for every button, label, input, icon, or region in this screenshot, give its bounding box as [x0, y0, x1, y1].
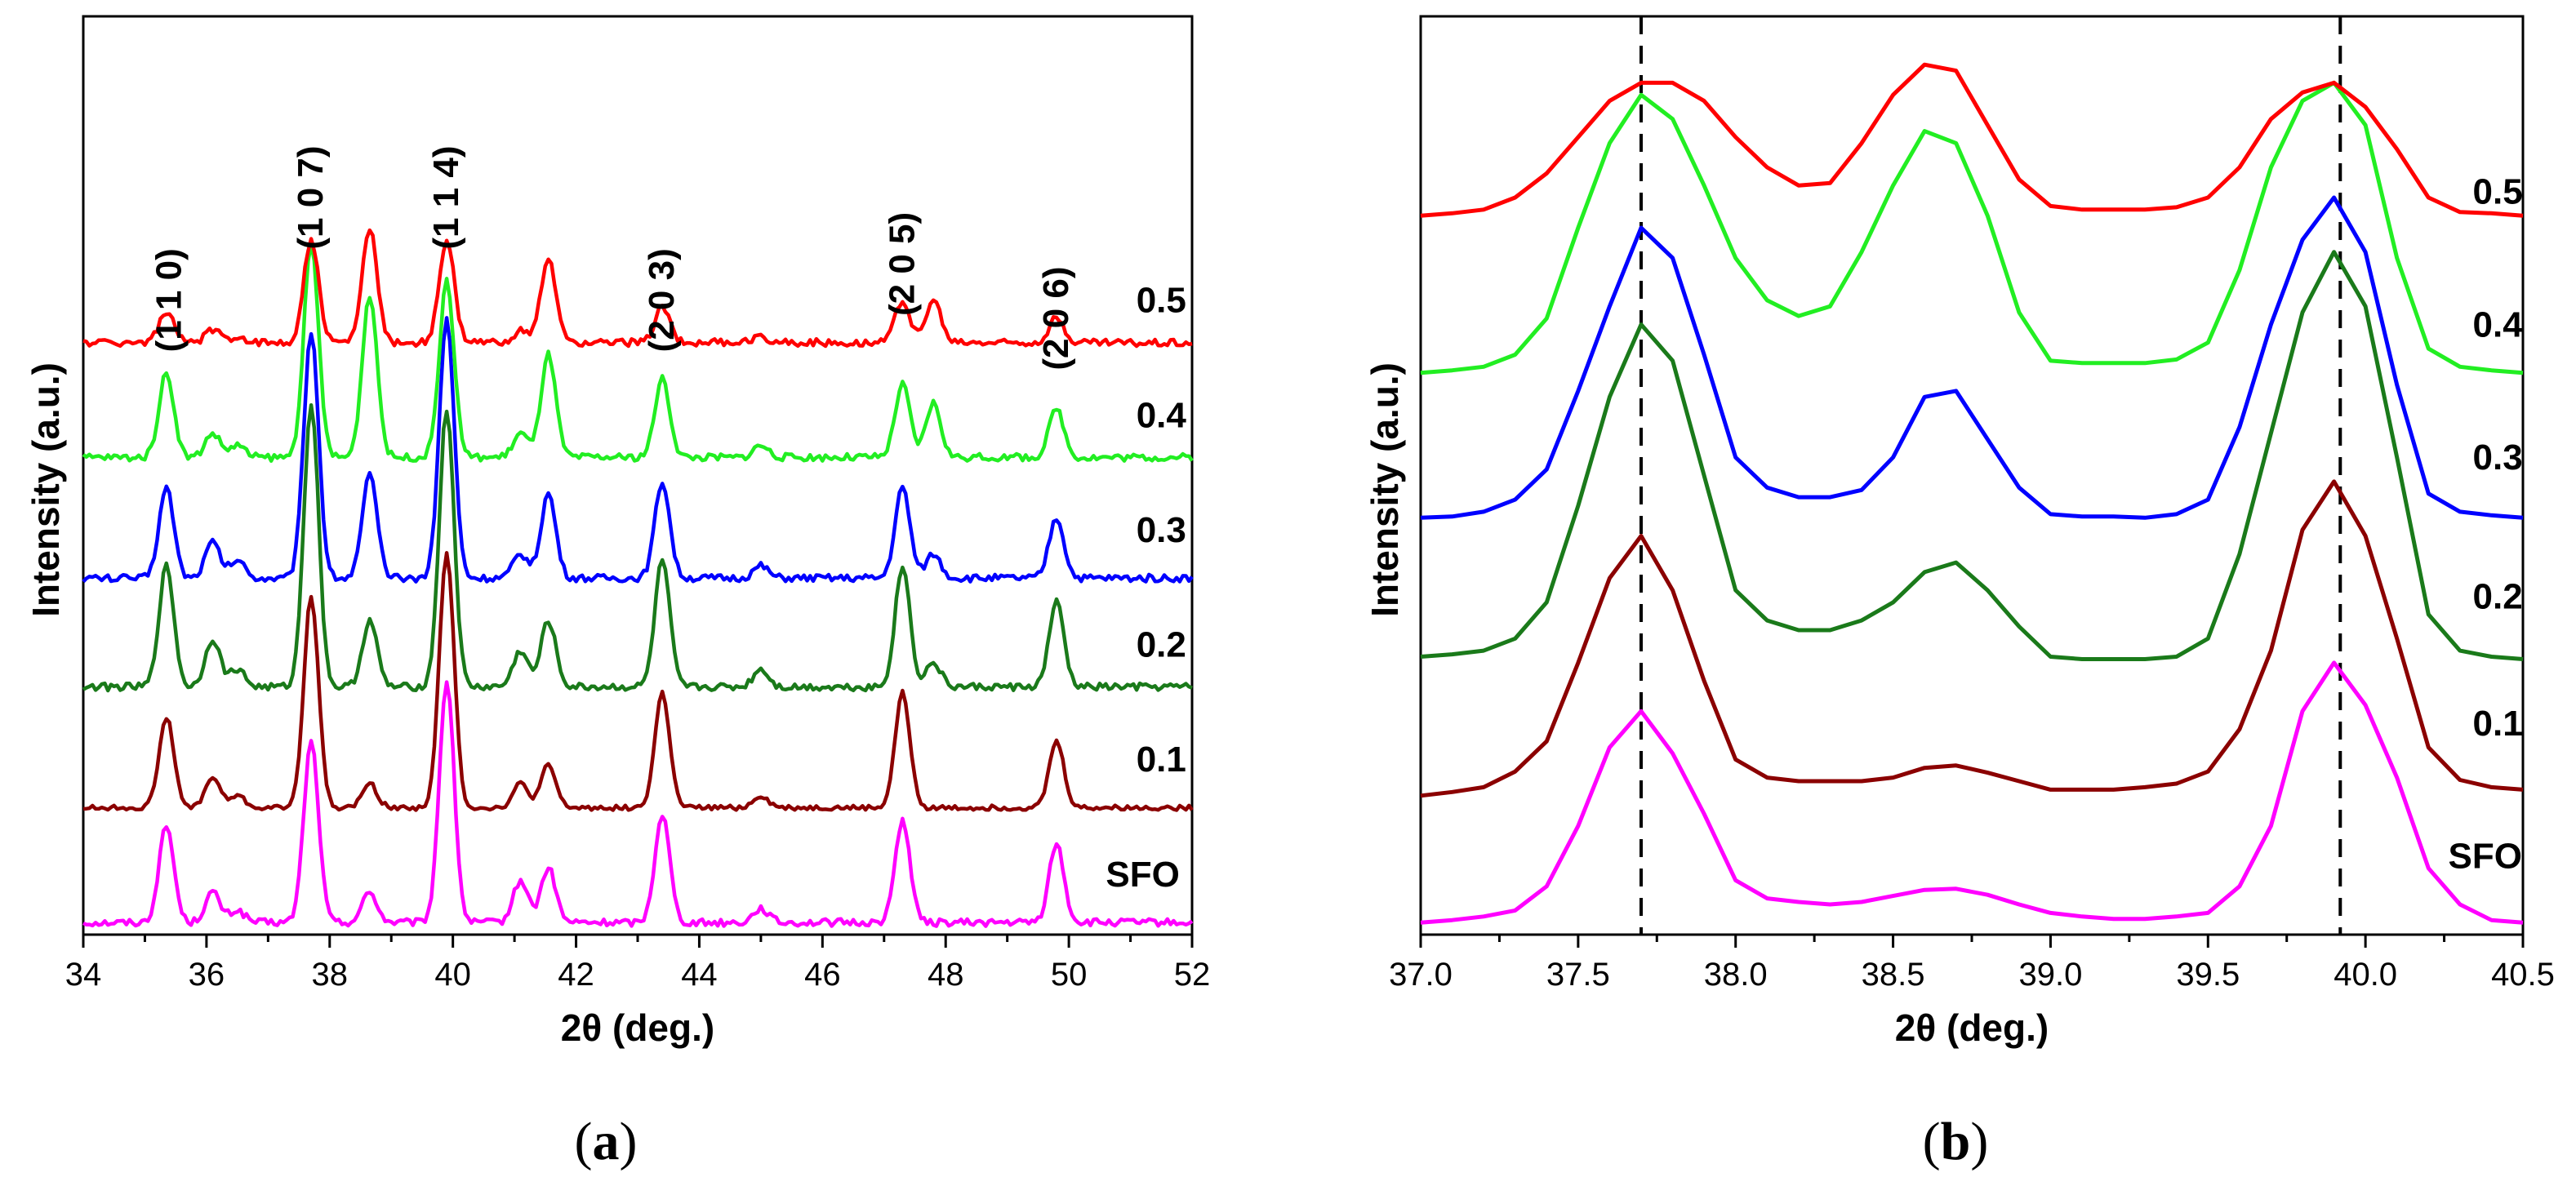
panel-b-x-tick-label: 39.0	[2018, 957, 2082, 993]
panel-a-hkl-label: (1 1 0)	[149, 248, 189, 352]
panel-b-series-line-0-1	[1420, 479, 2524, 798]
panel-a-series-line-0-5	[82, 228, 1193, 349]
panel-b-series-label-0-2: 0.2	[2473, 576, 2523, 616]
panel-a-x-tick-label: 46	[804, 957, 841, 993]
panel-a-hkl-labels: (1 1 0) (1 0 7) (1 1 4) (2 0 3) (2 0 5) (2 0 …	[149, 145, 1076, 370]
panel-a-hkl-label: (2 0 5)	[882, 212, 922, 316]
panel-a-x-tick-label: 40	[434, 957, 471, 993]
panel-a-x-tick-label: 42	[558, 957, 594, 993]
caption-a: (a)	[575, 1112, 638, 1171]
panel-b-series-label-0-1: 0.1	[2473, 704, 2523, 744]
panel-a-series-line-sfo	[82, 680, 1194, 928]
panel-b-x-tick-label: 39.5	[2176, 957, 2240, 993]
panel-a-hkl-label: (2 0 3)	[642, 248, 682, 352]
panel-a-series-label-0-3: 0.3	[1137, 510, 1186, 550]
panel-a-series-line-0-4	[82, 241, 1194, 463]
panel-a-series-group	[82, 228, 1194, 928]
panel-a-hkl-label: (2 0 6)	[1036, 266, 1076, 370]
panel-b-y-axis-title: Intensity (a.u.)	[1364, 362, 1406, 617]
caption-b: (b)	[1923, 1112, 1989, 1171]
panel-a-x-axis-title: 2θ (deg.)	[561, 1006, 714, 1049]
panel-b-x-tick-label: 38.5	[1862, 957, 1925, 993]
caption-b-open: (	[1923, 1112, 1941, 1171]
caption-a-open: (	[575, 1112, 593, 1171]
caption-a-letter: a	[593, 1112, 620, 1171]
panel-a-series-label-0-2: 0.2	[1137, 625, 1186, 665]
panel-b-series-line-0-5	[1420, 62, 2524, 218]
panel-b-series-label-0-5: 0.5	[2473, 171, 2523, 211]
panel-b-reference-lines	[1639, 16, 2342, 935]
panel-b-series-line-0-3	[1420, 195, 2524, 520]
panel-a-series-label-0-4: 0.4	[1137, 395, 1187, 435]
panel-b-x-tick-label: 37.5	[1546, 957, 1610, 993]
panel-b-x-tick-label: 38.0	[1704, 957, 1768, 993]
panel-b-series-line-sfo	[1420, 660, 2524, 925]
panel-a-series-line-0-2	[82, 402, 1193, 693]
panel-b-series-label-0-3: 0.3	[2473, 438, 2523, 478]
panel-a-x-tick-label: 36	[189, 957, 225, 993]
panel-b-x-tick-label: 40.0	[2334, 957, 2397, 993]
panel-b-series-labels: SFO 0.1 0.2 0.3 0.4 0.5	[2448, 171, 2523, 876]
panel-a-y-axis-title: Intensity (a.u.)	[24, 362, 67, 617]
panel-a-x-tick-label: 44	[681, 957, 718, 993]
panel-a-hkl-label: (1 1 4)	[426, 145, 466, 249]
panel-a-series-labels: SFO 0.1 0.2 0.3 0.4 0.5	[1106, 281, 1186, 895]
panel-a-plot-frame	[82, 15, 1194, 936]
panel-b-series-line-0-4	[1420, 80, 2524, 375]
panel-a-x-axis-ticks: 34 36 38 40 42 44 46 48 50 52	[65, 935, 1211, 993]
panel-a-x-tick-label: 34	[65, 957, 102, 993]
panel-a-x-tick-label: 52	[1174, 957, 1211, 993]
panel-a: (1 1 0) (1 0 7) (1 1 4) (2 0 3) (2 0 5) (2 0 …	[24, 15, 1211, 1049]
caption-b-close: )	[1970, 1112, 1988, 1171]
panel-a-hkl-label: (1 0 7)	[291, 145, 331, 249]
panel-b-x-tick-label: 37.0	[1389, 957, 1453, 993]
panel-a-series-line-0-1	[82, 551, 1194, 812]
caption-a-close: )	[620, 1112, 638, 1171]
panel-b-series-label-sfo: SFO	[2448, 837, 2521, 877]
panel-a-series-label-0-5: 0.5	[1137, 281, 1186, 321]
panel-b-series-label-0-4: 0.4	[2473, 304, 2524, 344]
panel-a-series-label-sfo: SFO	[1106, 855, 1179, 895]
panel-b-x-axis-title: 2θ (deg.)	[1895, 1006, 2049, 1049]
panel-a-x-tick-label: 38	[312, 957, 349, 993]
caption-b-letter: b	[1941, 1112, 1971, 1171]
panel-a-series-label-0-1: 0.1	[1137, 740, 1186, 780]
panel-b-series-group	[1420, 62, 2524, 925]
panel-b-x-axis-ticks: 37.0 37.5 38.0 38.5 39.0 39.5 40.0 40.5	[1389, 935, 2555, 993]
panel-a-series-line-0-3	[82, 316, 1194, 584]
panel-a-x-tick-label: 50	[1051, 957, 1088, 993]
panel-b-series-line-0-2	[1420, 250, 2524, 661]
panel-a-x-tick-label: 48	[928, 957, 964, 993]
panel-b-x-tick-label: 40.5	[2491, 957, 2555, 993]
